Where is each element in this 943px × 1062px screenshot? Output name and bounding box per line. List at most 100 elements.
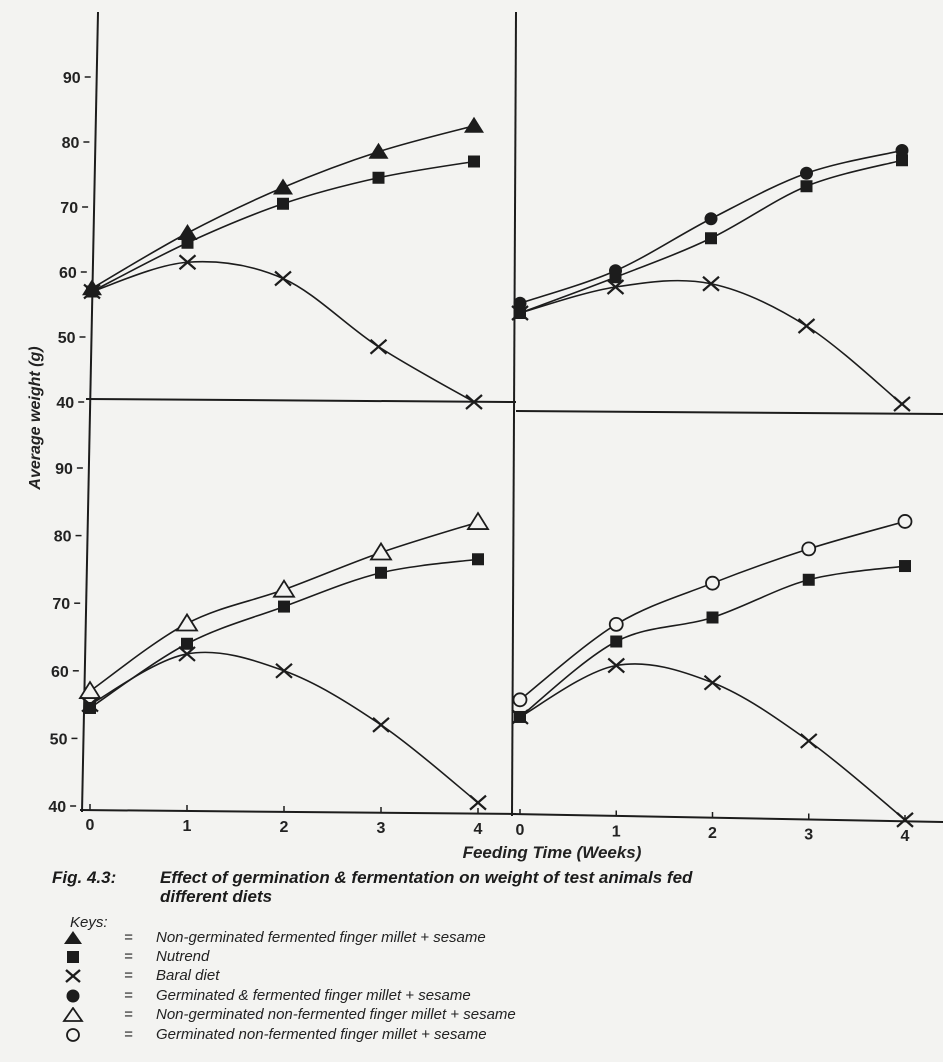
marker-shape: [705, 575, 720, 591]
data-point: [181, 637, 193, 650]
key-symbol-icon: [64, 931, 82, 944]
marker-shape: [175, 612, 199, 632]
data-point: [897, 514, 913, 529]
marker-shape: [372, 171, 385, 184]
y-tick-label: 70: [52, 596, 70, 613]
key-shape: [62, 1007, 84, 1022]
y-tick-label: 40: [48, 799, 66, 816]
marker-shape: [511, 305, 529, 321]
series-line: [89, 651, 479, 804]
key-equals: =: [124, 1006, 133, 1023]
y-tick-label: 80: [62, 135, 80, 152]
data-point: [800, 733, 818, 749]
y-tick-label: 50: [50, 731, 68, 748]
marker-shape: [609, 271, 622, 284]
marker-shape: [369, 338, 388, 355]
x-tick-label: 3: [804, 827, 813, 844]
marker-shape: [78, 680, 102, 699]
data-point: [278, 600, 290, 613]
marker-shape: [800, 180, 813, 193]
marker-shape: [897, 514, 913, 529]
data-point: [702, 275, 720, 292]
marker-shape: [899, 560, 911, 573]
key-equals: =: [124, 1026, 133, 1043]
y-tick-label: 60: [59, 265, 77, 282]
marker-shape: [181, 236, 194, 249]
marker-shape: [800, 733, 818, 749]
figure-caption: Fig. 4.3: Effect of germination & ferment…: [52, 868, 932, 906]
data-point: [800, 180, 813, 193]
key-equals: =: [124, 987, 133, 1004]
key-equals: =: [124, 967, 133, 984]
data-point: [797, 318, 816, 334]
data-point: [896, 812, 914, 828]
y-axis-title: Average weight (g): [27, 346, 44, 490]
marker-shape: [368, 142, 389, 159]
x-tick-label: 2: [708, 825, 717, 842]
data-point: [472, 553, 484, 566]
data-point: [181, 236, 194, 249]
marker-shape: [705, 232, 717, 245]
marker-shape: [704, 212, 718, 226]
x-tick-label: 4: [901, 828, 910, 845]
data-point: [469, 794, 487, 811]
data-point: [706, 611, 719, 624]
marker-shape: [468, 155, 480, 168]
key-shape: [66, 989, 80, 1003]
marker-shape: [465, 394, 483, 410]
key-item: = Non-germinated fermented finger millet …: [62, 928, 762, 948]
data-point: [705, 232, 717, 245]
key-symbol-icon: [62, 1007, 84, 1022]
data-point: [800, 166, 813, 180]
data-point: [608, 616, 624, 632]
marker-shape: [895, 144, 909, 157]
marker-shape: [802, 573, 815, 586]
data-point: [704, 212, 718, 226]
data-point: [274, 270, 292, 287]
series-line: [519, 663, 906, 821]
marker-shape: [375, 566, 387, 579]
key-equals: =: [124, 929, 133, 946]
marker-shape: [83, 283, 101, 300]
marker-shape: [84, 701, 96, 714]
key-label: Baral diet: [156, 967, 220, 984]
x-tick-label: 3: [377, 820, 386, 837]
y-axis-line: [81, 11, 99, 813]
marker-shape: [800, 166, 813, 180]
data-point: [468, 155, 480, 168]
data-point: [606, 279, 625, 295]
data-point: [369, 338, 388, 355]
series-line: [519, 279, 903, 405]
marker-shape: [513, 296, 527, 310]
data-point: [893, 396, 911, 412]
x-tick-label: 4: [474, 821, 483, 838]
key-shape: [66, 1028, 80, 1042]
marker-shape: [181, 637, 193, 650]
marker-shape: [278, 600, 290, 613]
key-shape: [65, 969, 81, 983]
marker-shape: [703, 674, 722, 691]
data-point: [277, 197, 289, 210]
data-point: [273, 178, 293, 195]
data-point: [512, 692, 528, 708]
data-point: [896, 154, 908, 167]
marker-shape: [466, 511, 490, 530]
marker-shape: [274, 270, 292, 287]
marker-shape: [81, 696, 99, 713]
data-point: [895, 144, 909, 157]
data-point: [466, 511, 490, 530]
marker-shape: [896, 154, 908, 167]
chart-panel-bottom-left: [78, 511, 490, 811]
x-axis-line-right: [511, 813, 943, 823]
x-tick-label: 1: [183, 818, 192, 835]
data-point: [175, 612, 199, 632]
data-point: [802, 573, 815, 586]
x-tick-label: 0: [86, 817, 95, 834]
key-symbol-icon: [66, 1028, 80, 1042]
marker-shape: [797, 318, 816, 334]
marker-shape: [369, 541, 393, 561]
key-label: Germinated & fermented finger millet + s…: [156, 987, 471, 1004]
marker-shape: [178, 646, 196, 662]
